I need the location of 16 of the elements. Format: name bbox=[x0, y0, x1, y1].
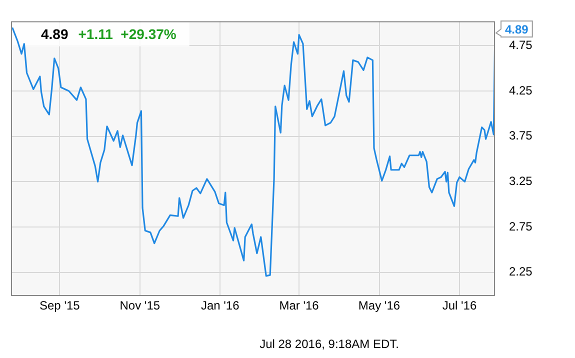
annotation: 4.89 bbox=[505, 22, 529, 36]
x-tick-label: Jul '16 bbox=[442, 298, 477, 313]
x-tick-label: Sep '15 bbox=[40, 298, 80, 313]
x-tick-label: Jan '16 bbox=[200, 298, 240, 313]
chart-title: 4.89 bbox=[41, 26, 68, 42]
y-tick-label: 2.75 bbox=[509, 219, 533, 234]
x-tick-label: May '16 bbox=[358, 298, 400, 313]
y-tick-label: 2.25 bbox=[509, 264, 533, 279]
x-tick-label: Nov '15 bbox=[120, 298, 160, 313]
y-tick-label: 4.25 bbox=[509, 83, 533, 98]
x-tick-label: Mar '16 bbox=[279, 298, 320, 313]
y-tick-label: 3.75 bbox=[509, 128, 533, 143]
y-tick-label: 4.75 bbox=[509, 38, 533, 52]
y-tick-label: 3.25 bbox=[509, 174, 533, 188]
chart-subtitle: +1.11 +29.37% bbox=[78, 26, 177, 42]
text: Jul 28 2016, 9:18AM EDT. bbox=[260, 337, 399, 351]
